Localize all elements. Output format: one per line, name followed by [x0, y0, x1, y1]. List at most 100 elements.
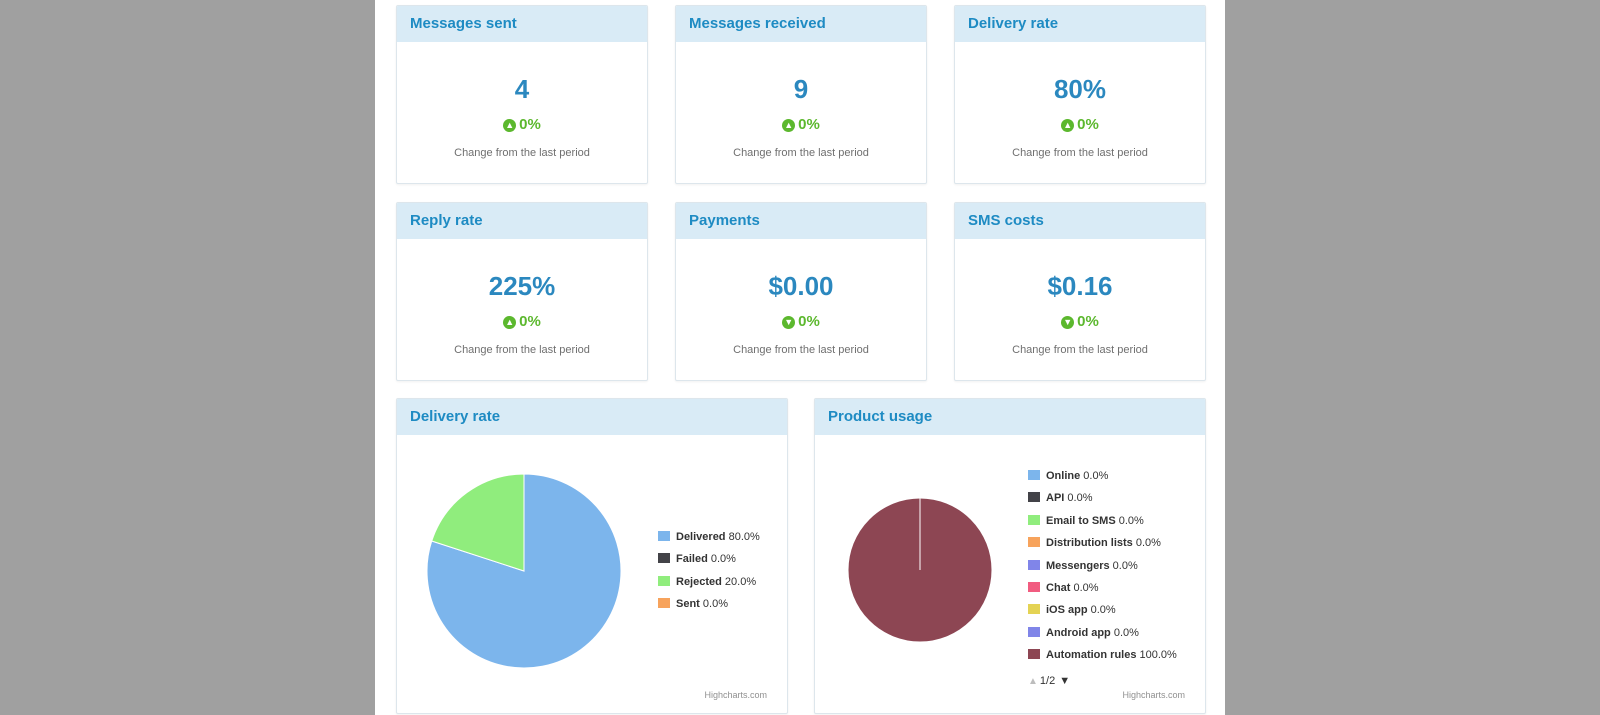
stat-change: ▲ 0%: [676, 116, 926, 134]
card-title: Messages sent: [397, 6, 647, 42]
stat-note: Change from the last period: [454, 147, 590, 159]
legend-pager: ▲ 1/2 ▼: [1028, 673, 1070, 690]
legend-label: Automation rules: [1046, 649, 1137, 662]
usage-chart-area: Online 0.0% API 0.0% Email to SMS 0.0% Dist…: [815, 436, 1205, 713]
legend-swatch-icon: [1028, 470, 1040, 480]
pie-slice-rejected[interactable]: [431, 473, 525, 572]
legend-label: iOS app: [1046, 604, 1088, 617]
legend-value: 0.0%: [707, 553, 736, 566]
stat-value: $0.00: [768, 271, 834, 301]
legend-item[interactable]: Distribution lists 0.0%: [1028, 535, 1177, 557]
legend-value: 80.0%: [725, 531, 760, 543]
stat-change: ▼ 0%: [955, 313, 1205, 331]
stat-change: ▲ 0%: [397, 313, 647, 331]
legend-item[interactable]: iOS app 0.0%: [1028, 602, 1177, 624]
stat-value: 225%: [488, 271, 556, 301]
legend-swatch-icon: [658, 598, 670, 609]
usage-legend: Online 0.0% API 0.0% Email to SMS 0.0% Dist…: [1028, 468, 1177, 670]
pager-text: 1/2: [1039, 675, 1056, 687]
legend-item[interactable]: Rejected 20.0%: [658, 574, 760, 596]
legend-swatch-icon: [1028, 581, 1040, 592]
legend-label: API: [1046, 492, 1065, 505]
legend-item[interactable]: Sent 0.0%: [658, 596, 760, 618]
delivery-rate-chart-card: Delivery rate Delivered 80.0% Failed 0.0%…: [396, 398, 788, 714]
stat-card-reply-rate: Reply rate 225% ▲ 0% Change from the last…: [396, 202, 648, 381]
card-title: SMS costs: [955, 203, 1205, 239]
legend-value: 0.0%: [1080, 470, 1109, 482]
legend-swatch-icon: [1028, 626, 1040, 637]
legend-label: Rejected: [676, 575, 722, 588]
stat-value: 4: [514, 74, 530, 104]
legend-swatch-icon: [658, 575, 670, 586]
stat-value: 9: [793, 74, 809, 104]
legend-item[interactable]: Chat 0.0%: [1028, 580, 1177, 602]
delivery-pie-chart[interactable]: [397, 436, 787, 713]
chart-credits[interactable]: Highcharts.com: [1122, 690, 1185, 700]
legend-item[interactable]: Messengers 0.0%: [1028, 558, 1177, 580]
legend-label: Sent: [676, 598, 700, 611]
pager-down-arrow-icon[interactable]: ▼: [1059, 675, 1071, 687]
legend-swatch-icon: [1028, 559, 1040, 570]
legend-swatch-icon: [1028, 604, 1040, 615]
stat-note: Change from the last period: [1012, 344, 1148, 356]
card-title: Product usage: [815, 399, 1205, 435]
legend-swatch-icon: [1028, 492, 1040, 503]
legend-label: Distribution lists: [1046, 537, 1133, 550]
legend-value: 20.0%: [721, 575, 757, 588]
stat-card-messages-received: Messages received 9 ▲ 0% Change from the …: [675, 5, 927, 184]
stat-note: Change from the last period: [733, 147, 869, 159]
card-title: Delivery rate: [397, 399, 787, 435]
legend-swatch-icon: [658, 553, 670, 564]
arrow-up-circle-icon: ▲: [503, 119, 517, 132]
legend-value: 0.0%: [1132, 537, 1161, 550]
legend-label: Messengers: [1046, 559, 1110, 572]
chart-credits[interactable]: Highcharts.com: [704, 690, 767, 700]
legend-item[interactable]: API 0.0%: [1028, 490, 1177, 512]
legend-value: 0.0%: [1109, 559, 1138, 572]
legend-value: 0.0%: [1115, 514, 1144, 527]
legend-label: Chat: [1046, 581, 1071, 594]
legend-item[interactable]: Online 0.0%: [1028, 468, 1177, 490]
card-title: Reply rate: [397, 203, 647, 239]
legend-value: 0.0%: [1087, 604, 1116, 617]
stat-value: $0.16: [1047, 271, 1113, 301]
legend-item[interactable]: Delivered 80.0%: [658, 529, 760, 551]
stat-card-delivery-rate: Delivery rate 80% ▲ 0% Change from the la…: [954, 5, 1206, 184]
stat-change: ▲ 0%: [955, 116, 1205, 134]
legend-value: 0.0%: [699, 598, 728, 611]
arrow-down-circle-icon: ▼: [782, 316, 796, 329]
stat-card-messages-sent: Messages sent 4 ▲ 0% Change from the last…: [396, 5, 648, 184]
product-usage-chart-card: Product usage Online 0.0% API 0.0% Email t…: [814, 398, 1206, 714]
legend-swatch-icon: [658, 531, 670, 541]
legend-label: Email to SMS: [1046, 514, 1116, 527]
pie-slice-delivered[interactable]: [426, 473, 622, 669]
legend-label: Online: [1046, 470, 1081, 482]
arrow-up-circle-icon: ▲: [782, 119, 796, 132]
stat-change: ▲ 0%: [397, 116, 647, 134]
legend-item[interactable]: Automation rules 100.0%: [1028, 647, 1177, 669]
legend-label: Android app: [1046, 626, 1111, 639]
legend-swatch-icon: [1028, 514, 1040, 525]
legend-value: 100.0%: [1136, 649, 1177, 662]
pager-up-arrow-icon[interactable]: ▲: [1028, 676, 1038, 687]
card-title: Delivery rate: [955, 6, 1205, 42]
arrow-up-circle-icon: ▲: [1061, 119, 1075, 132]
legend-value: 0.0%: [1070, 581, 1099, 594]
usage-pie-chart[interactable]: [815, 436, 1205, 713]
legend-item[interactable]: Failed 0.0%: [658, 551, 760, 573]
legend-value: 0.0%: [1064, 492, 1093, 505]
stat-note: Change from the last period: [454, 344, 590, 356]
legend-label: Delivered: [676, 531, 726, 543]
arrow-down-circle-icon: ▼: [1061, 316, 1075, 329]
stat-card-payments: Payments $0.00 ▼ 0% Change from the last …: [675, 202, 927, 381]
legend-item[interactable]: Android app 0.0%: [1028, 625, 1177, 647]
legend-item[interactable]: Email to SMS 0.0%: [1028, 513, 1177, 535]
stat-value: 80%: [1053, 74, 1107, 104]
stat-card-sms-costs: SMS costs $0.16 ▼ 0% Change from the last…: [954, 202, 1206, 381]
card-title: Payments: [676, 203, 926, 239]
card-title: Messages received: [676, 6, 926, 42]
legend-swatch-icon: [1028, 649, 1040, 660]
legend-label: Failed: [676, 553, 708, 566]
stat-note: Change from the last period: [1012, 147, 1148, 159]
legend-swatch-icon: [1028, 537, 1040, 548]
